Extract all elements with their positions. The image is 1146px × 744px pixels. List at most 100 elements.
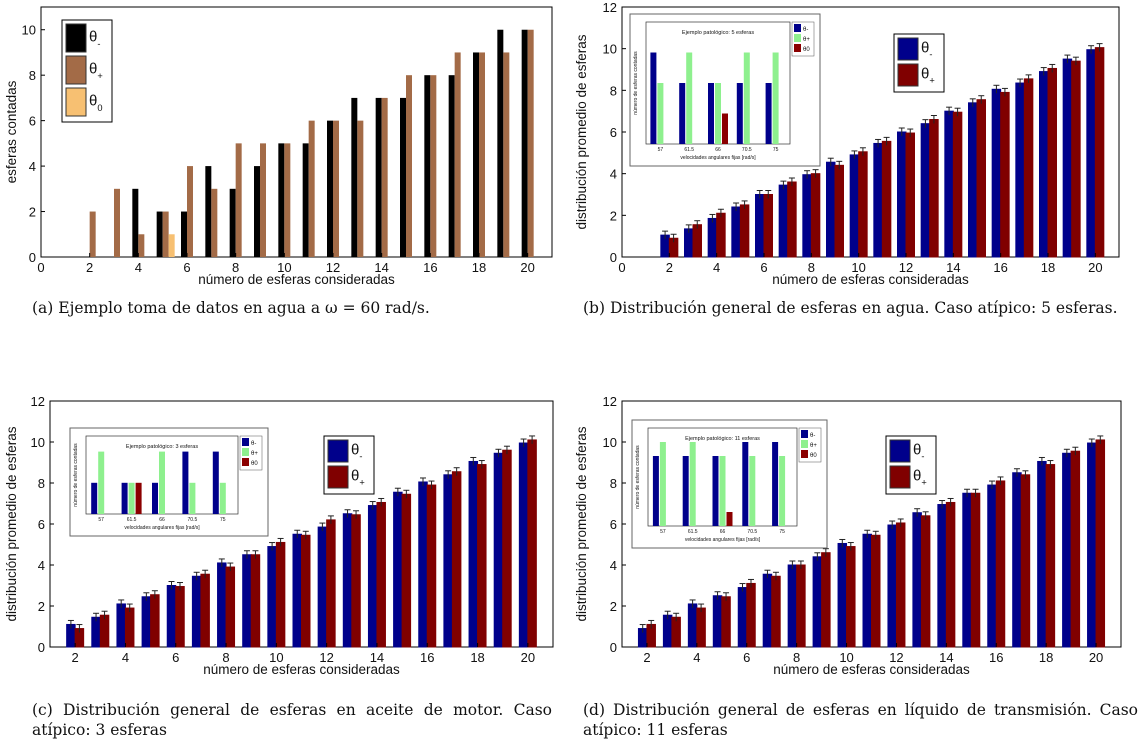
inset-x-tick: 70.5 xyxy=(742,147,752,153)
caption-a: (a) Ejemplo toma de datos en agua a ω = … xyxy=(32,299,430,317)
bar-θ--17 xyxy=(448,75,455,257)
bar-θ+-10 xyxy=(858,151,868,258)
bar-θ+-2 xyxy=(89,211,96,257)
bar-θ--12 xyxy=(897,131,907,258)
caption-b: (b) Distribución general de esferas en a… xyxy=(583,299,1118,317)
inset-bar-θ--75 xyxy=(212,451,219,514)
bar-θ+-4 xyxy=(696,607,706,648)
legend-label-0: θ- xyxy=(913,441,924,461)
bar-θ--12 xyxy=(317,526,328,648)
bar-θ+-17 xyxy=(454,52,461,257)
y-tick-label: 10 xyxy=(22,23,36,38)
bar-θ+-16 xyxy=(426,484,437,648)
y-axis-label: distribución promedio de esferas xyxy=(574,426,589,621)
bar-θ--14 xyxy=(937,504,947,648)
bar-θ+-8 xyxy=(235,143,242,257)
bar-θ+-12 xyxy=(905,132,915,258)
y-tick-label: 2 xyxy=(610,599,617,614)
legend-label-0: θ- xyxy=(351,441,362,461)
bar-θ+-7 xyxy=(771,575,781,648)
x-tick-label: 8 xyxy=(793,650,800,665)
legend-swatch-1 xyxy=(897,63,919,87)
bar-θ--10 xyxy=(849,154,860,258)
bar-θ+-17 xyxy=(451,471,462,648)
bar-θ+-9 xyxy=(250,554,261,648)
x-tick-label: 18 xyxy=(470,650,484,665)
inset-bar-θ--75 xyxy=(765,83,772,144)
inset-legend-label-0: θ- xyxy=(251,441,256,447)
inset-x-tick: 66 xyxy=(715,147,721,153)
bar-θ+-11 xyxy=(881,140,892,258)
x-axis-label: número de esferas consideradas xyxy=(203,662,400,677)
inset-bar-θ+-61.5 xyxy=(689,442,696,526)
bar-θ+-11 xyxy=(308,120,315,258)
x-tick-label: 20 xyxy=(1089,650,1103,665)
bar-θ--15 xyxy=(968,102,978,258)
bar-θ--11 xyxy=(873,142,883,258)
x-tick-label: 8 xyxy=(808,260,815,275)
y-tick-label: 10 xyxy=(603,435,617,450)
inset-x-tick: 61.5 xyxy=(684,147,694,153)
inset-legend-label-1: θ+ xyxy=(251,451,258,457)
inset-legend-label-1: θ+ xyxy=(803,37,810,43)
bar-θ--18 xyxy=(1039,71,1049,258)
inset-bar-θ+-66 xyxy=(715,83,721,144)
y-tick-label: 10 xyxy=(603,42,617,57)
inset-bar-θ+-70.5 xyxy=(189,482,196,514)
caption-d: (d) Distribución general de esferas en l… xyxy=(583,701,1138,739)
bar-θ--20 xyxy=(521,29,528,258)
bar-θ--6 xyxy=(755,194,765,258)
inset-x-tick: 66 xyxy=(720,529,726,535)
y-tick-label: 6 xyxy=(29,114,36,129)
y-axis-label: esferas contadas xyxy=(4,80,19,183)
bar-θ+-14 xyxy=(376,501,386,648)
x-tick-label: 8 xyxy=(232,260,239,275)
x-tick-label: 0 xyxy=(618,260,625,275)
x-tick-label: 18 xyxy=(472,260,486,275)
bar-θ+-7 xyxy=(200,573,210,648)
bar-θ--13 xyxy=(912,512,922,648)
bar-θ+-19 xyxy=(1071,60,1081,258)
bar-θ+-19 xyxy=(503,52,510,257)
bar-θ--7 xyxy=(205,166,212,257)
inset-x-tick: 66 xyxy=(159,517,165,523)
bar-θ+-14 xyxy=(952,111,963,258)
bar-θ--16 xyxy=(987,484,997,648)
inset-legend-label-2: θ0 xyxy=(810,453,817,459)
bar-θ--7 xyxy=(191,575,202,648)
inset-legend-swatch-0 xyxy=(242,438,249,446)
x-tick-label: 4 xyxy=(135,260,142,275)
bar-θ--18 xyxy=(468,460,479,648)
bar-θ+-3 xyxy=(671,616,681,648)
inset-bar-θ--61.5 xyxy=(679,83,686,144)
x-tick-label: 12 xyxy=(899,260,913,275)
bar-θ--13 xyxy=(342,513,353,648)
bar-θ--14 xyxy=(944,110,954,258)
inset-bar-θ+-57 xyxy=(659,442,666,526)
bar-θ--10 xyxy=(267,546,277,648)
inset-bar-θ+-66 xyxy=(719,456,726,526)
bar-θ--20 xyxy=(1087,442,1097,648)
x-tick-label: 6 xyxy=(172,650,179,665)
y-tick-label: 4 xyxy=(29,159,36,174)
bar-θ--11 xyxy=(292,533,302,648)
bar-θ--4 xyxy=(116,603,126,648)
legend-swatch-1 xyxy=(889,465,911,489)
y-tick-label: 12 xyxy=(31,394,45,409)
x-tick-label: 2 xyxy=(643,650,650,665)
bar-θ+-5 xyxy=(739,204,750,258)
inset-legend-swatch-1 xyxy=(801,440,808,448)
bar-θ+-18 xyxy=(1045,464,1056,648)
bar-θ+-4 xyxy=(716,212,726,258)
panel-a: 0 2 4 6 8 10 12 14 16 18 20 0 2 4 6 8 10 número de esfera… xyxy=(0,0,560,287)
x-tick-label: 4 xyxy=(693,650,700,665)
bar-θ--16 xyxy=(991,88,1002,258)
inset-x-label: velocidades angulares fijas [rad/s] xyxy=(124,525,200,531)
inset-legend-swatch-0 xyxy=(801,430,808,438)
bar-θ+-20 xyxy=(1094,47,1105,258)
bar-θ--19 xyxy=(493,452,504,648)
bar-θ--19 xyxy=(497,29,504,258)
